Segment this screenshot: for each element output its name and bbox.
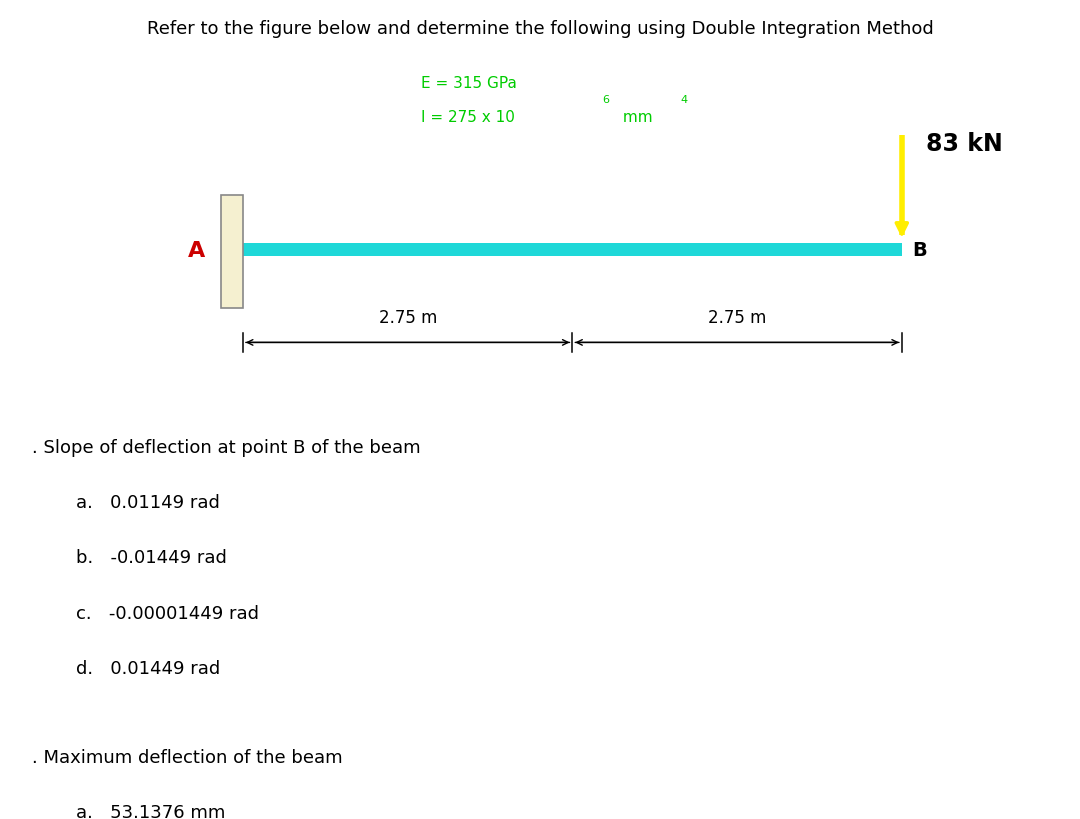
Text: 2.75 m: 2.75 m xyxy=(707,309,767,327)
Text: 83 kN: 83 kN xyxy=(926,132,1002,156)
Text: 2.75 m: 2.75 m xyxy=(378,309,437,327)
Bar xyxy=(243,243,902,257)
Text: . Maximum deflection of the beam: . Maximum deflection of the beam xyxy=(32,748,343,766)
Text: d.   0.01449 rad: d. 0.01449 rad xyxy=(76,659,220,677)
Text: c.   -0.00001449 rad: c. -0.00001449 rad xyxy=(76,604,258,622)
Text: b.   -0.01449 rad: b. -0.01449 rad xyxy=(76,549,227,567)
Text: B: B xyxy=(913,241,928,260)
Text: E = 315 GPa: E = 315 GPa xyxy=(421,75,517,91)
Text: . Slope of deflection at point B of the beam: . Slope of deflection at point B of the … xyxy=(32,438,421,456)
Text: mm: mm xyxy=(618,110,652,124)
Text: A: A xyxy=(188,240,205,260)
Text: 6: 6 xyxy=(603,95,609,106)
Text: Refer to the figure below and determine the following using Double Integration M: Refer to the figure below and determine … xyxy=(147,20,933,38)
Text: a.   53.1376 mm: a. 53.1376 mm xyxy=(76,803,225,819)
Text: a.   0.01149 rad: a. 0.01149 rad xyxy=(76,493,219,511)
Bar xyxy=(221,196,243,309)
Text: I = 275 x 10: I = 275 x 10 xyxy=(421,110,515,124)
Text: 4: 4 xyxy=(680,95,688,106)
